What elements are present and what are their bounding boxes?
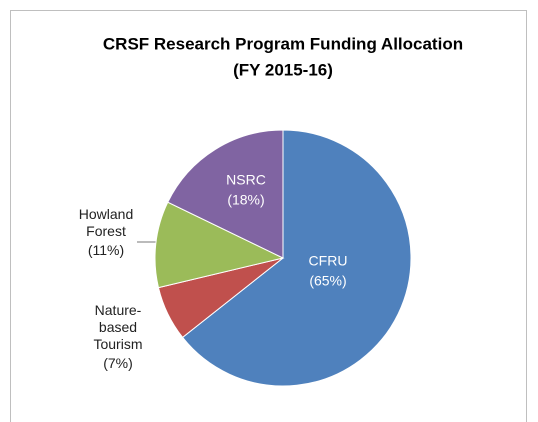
chart-subtitle: (FY 2015-16)	[233, 60, 333, 79]
chart-title: CRSF Research Program Funding Allocation	[103, 34, 463, 53]
slice-value-label: (11%)	[87, 242, 125, 258]
slice-label: CFRU	[309, 253, 348, 269]
pie-slice	[154, 201, 285, 289]
slice-label: Howland Forest	[78, 206, 134, 239]
pie-slice	[181, 129, 412, 387]
slice-value-label: (65%)	[309, 273, 346, 289]
slice-label: Nature-based Tourism	[93, 302, 143, 352]
slice-value-label: (18%)	[227, 192, 264, 208]
pie-slice	[167, 129, 284, 259]
slice-value-label: (7%)	[103, 355, 133, 371]
slice-label: NSRC	[226, 172, 266, 188]
